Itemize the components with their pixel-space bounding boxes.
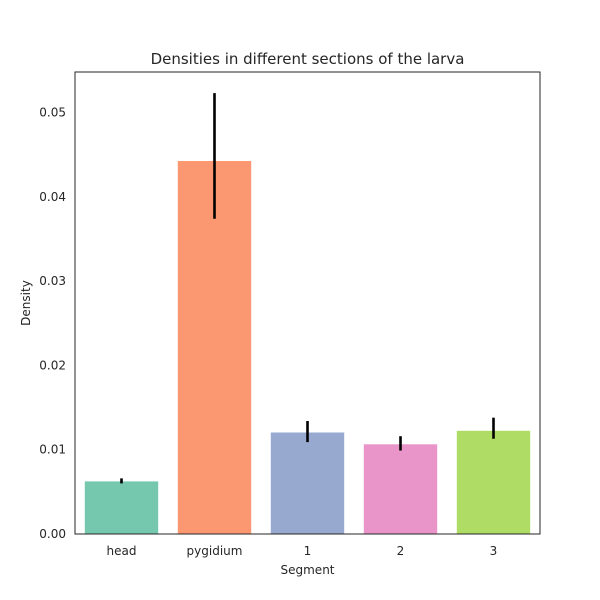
chart-title: Densities in different sections of the l…	[151, 50, 465, 68]
bar-head	[83, 480, 160, 535]
y-axis-label: Density	[19, 280, 33, 326]
x-tick-label: 1	[304, 544, 312, 558]
plot-frame	[74, 71, 541, 535]
bar-1	[269, 431, 346, 535]
x-axis-ticks: head pygidium 1 2 3	[107, 544, 498, 558]
error-bars-group	[120, 93, 495, 484]
x-tick-label: 3	[490, 544, 498, 558]
y-tick-label: 0.04	[39, 190, 66, 204]
y-axis-ticks: 0.00 0.01 0.02 0.03 0.04 0.05	[39, 105, 66, 541]
y-tick-label: 0.03	[39, 274, 66, 288]
bar-pygidium	[176, 160, 253, 535]
bar-2	[362, 443, 439, 535]
bar-3	[455, 429, 532, 535]
x-tick-label: pygidium	[187, 544, 243, 558]
y-tick-label: 0.00	[39, 527, 66, 541]
x-tick-label: 2	[397, 544, 405, 558]
x-tick-label: head	[107, 544, 137, 558]
y-tick-label: 0.02	[39, 358, 66, 372]
y-tick-label: 0.01	[39, 443, 66, 457]
x-axis-label: Segment	[281, 563, 335, 577]
bars-group	[83, 160, 532, 535]
y-tick-label: 0.05	[39, 105, 66, 119]
